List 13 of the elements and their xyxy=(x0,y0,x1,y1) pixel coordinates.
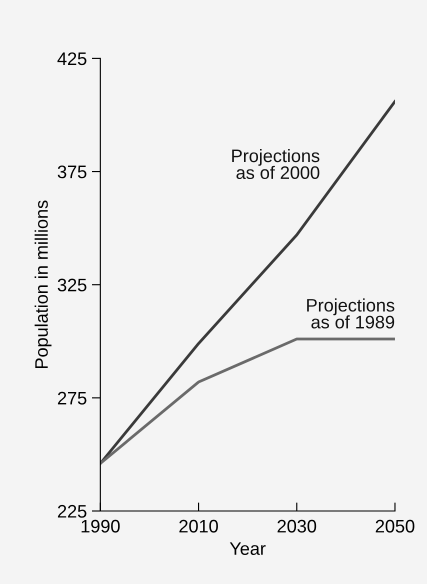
y-axis-title: Population in millions xyxy=(34,200,52,368)
x-tick-label: 2050 xyxy=(376,520,414,533)
x-tick-label: 2010 xyxy=(179,520,218,533)
y-tick-label: 275 xyxy=(58,392,86,405)
x-axis-title: Year xyxy=(230,542,266,555)
y-tick-label: 425 xyxy=(57,52,86,66)
x-tick-label: 1990 xyxy=(82,520,120,533)
y-tick-label: 375 xyxy=(58,165,86,178)
y-tick-label: 325 xyxy=(58,278,86,292)
x-tick-label: 2030 xyxy=(278,520,316,533)
series-label: Projections as of 2000 xyxy=(232,148,320,180)
series-label: Projections as of 1989 xyxy=(307,298,394,328)
y-tick-label: 225 xyxy=(58,504,86,518)
